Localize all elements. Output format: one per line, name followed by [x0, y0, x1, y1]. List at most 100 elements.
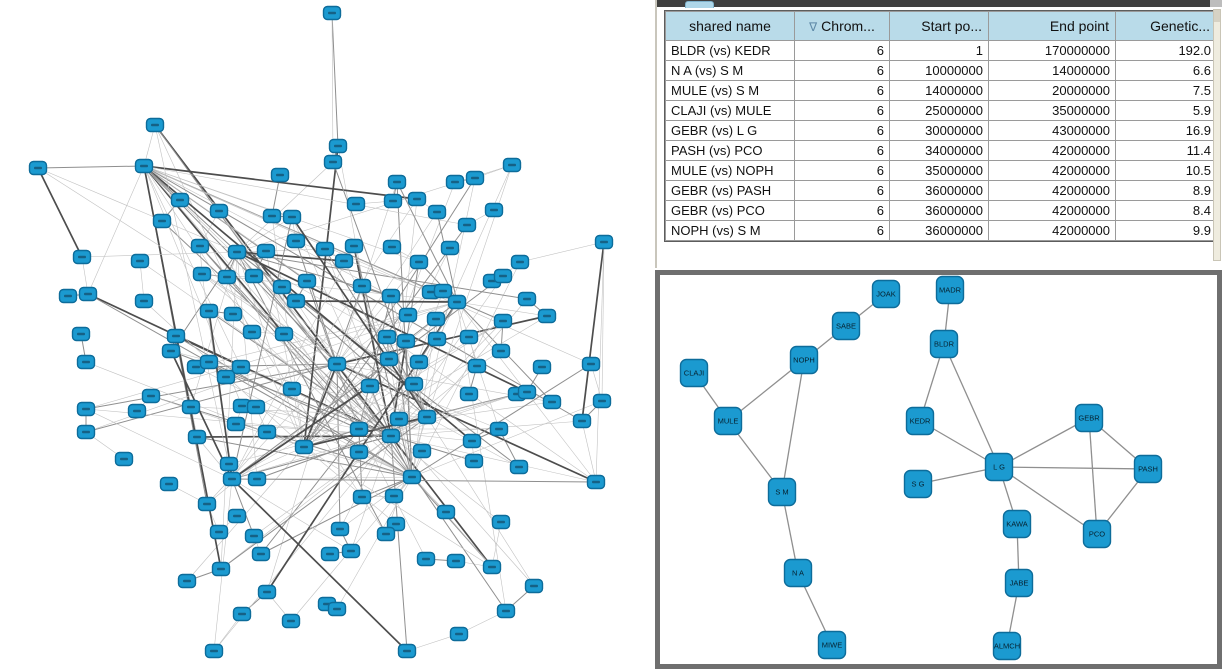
node-pash[interactable]	[1133, 454, 1163, 484]
subnetwork-graph[interactable]: JOAK MADR SABE BLDR NOPH CLAJI MULE KEDR GEBR L G…	[660, 275, 1217, 664]
table-cell[interactable]: BLDR (vs) KEDR	[666, 41, 794, 60]
node-almch[interactable]	[992, 631, 1022, 661]
table-cell[interactable]: 35000000	[989, 101, 1115, 120]
node-bldr[interactable]	[929, 329, 959, 359]
table-cell[interactable]: 42000000	[989, 201, 1115, 220]
node-claji[interactable]	[679, 358, 709, 388]
table-row[interactable]: MULE (vs) S M 6 14000000 20000000 7.5	[666, 81, 1216, 100]
table-cell[interactable]: 25000000	[890, 101, 988, 120]
table-cell[interactable]: 7.5	[1116, 81, 1216, 100]
table-cell[interactable]: 6	[795, 181, 889, 200]
table-cell[interactable]: MULE (vs) NOPH	[666, 161, 794, 180]
table-cell[interactable]: 42000000	[989, 181, 1115, 200]
table-row[interactable]: GEBR (vs) L G 6 30000000 43000000 16.9	[666, 121, 1216, 140]
table-row[interactable]: N A (vs) S M 6 10000000 14000000 6.6	[666, 61, 1216, 80]
table-cell[interactable]: 6	[795, 201, 889, 220]
table-cell[interactable]: 36000000	[890, 181, 988, 200]
table-cell[interactable]: 6	[795, 101, 889, 120]
table-cell[interactable]: 42000000	[989, 141, 1115, 160]
node-s-g[interactable]	[903, 469, 933, 499]
node-noph[interactable]	[789, 345, 819, 375]
table-cell[interactable]: 14000000	[989, 61, 1115, 80]
node-label-smudge	[442, 510, 450, 514]
table-row[interactable]: PASH (vs) PCO 6 34000000 42000000 11.4	[666, 141, 1216, 160]
table-cell[interactable]: 6	[795, 221, 889, 240]
panel-tab[interactable]	[685, 1, 714, 8]
node-label-smudge	[410, 382, 418, 386]
table-cell[interactable]: 6.6	[1116, 61, 1216, 80]
table-cell[interactable]: CLAJI (vs) MULE	[666, 101, 794, 120]
dense-network-graph[interactable]	[0, 0, 655, 669]
table-row[interactable]: GEBR (vs) PASH 6 36000000 42000000 8.9	[666, 181, 1216, 200]
table-cell[interactable]: 6	[795, 41, 889, 60]
node-label-smudge	[183, 579, 191, 583]
node-madr[interactable]	[935, 275, 965, 305]
network-edge	[190, 406, 428, 418]
table-cell[interactable]: PASH (vs) PCO	[666, 141, 794, 160]
table-row[interactable]: NOPH (vs) S M 6 36000000 42000000 9.9	[666, 221, 1216, 240]
node-sabe[interactable]	[831, 311, 861, 341]
table-cell[interactable]: 35000000	[890, 161, 988, 180]
main-network-view[interactable]	[0, 0, 655, 669]
table-cell[interactable]: 1	[890, 41, 988, 60]
table-cell[interactable]: 20000000	[989, 81, 1115, 100]
node-miwe[interactable]	[817, 630, 847, 660]
table-cell[interactable]: GEBR (vs) PCO	[666, 201, 794, 220]
table-cell[interactable]: 6	[795, 161, 889, 180]
table-cell[interactable]: 8.9	[1116, 181, 1216, 200]
table-cell[interactable]: 30000000	[890, 121, 988, 140]
filter-icon[interactable]: ∇	[809, 20, 818, 34]
table-header-cell[interactable]: End point	[989, 12, 1115, 40]
network-edge	[236, 251, 388, 338]
table-cell[interactable]: 170000000	[989, 41, 1115, 60]
node-l-g[interactable]	[984, 452, 1014, 482]
table-header-cell[interactable]: Start po...	[890, 12, 988, 40]
node-s-m[interactable]	[767, 477, 797, 507]
node-label-smudge	[433, 210, 441, 214]
table-cell[interactable]: 5.9	[1116, 101, 1216, 120]
table-cell[interactable]: N A (vs) S M	[666, 61, 794, 80]
node-label-smudge	[578, 419, 586, 423]
node-mule[interactable]	[713, 406, 743, 436]
table-cell[interactable]: 9.9	[1116, 221, 1216, 240]
table-cell[interactable]: 36000000	[890, 221, 988, 240]
table-scrollbar[interactable]	[1213, 9, 1221, 261]
table-row[interactable]: MULE (vs) NOPH 6 35000000 42000000 10.5	[666, 161, 1216, 180]
table-cell[interactable]: 34000000	[890, 141, 988, 160]
node-pco[interactable]	[1082, 519, 1112, 549]
table-cell[interactable]: 192.0	[1116, 41, 1216, 60]
table-cell[interactable]: GEBR (vs) PASH	[666, 181, 794, 200]
table-header-cell[interactable]: ∇ Chrom...	[795, 12, 889, 40]
table-cell[interactable]: 36000000	[890, 201, 988, 220]
table-header-cell[interactable]: shared name	[666, 12, 794, 40]
table-cell[interactable]: GEBR (vs) L G	[666, 121, 794, 140]
network-edge	[411, 261, 521, 478]
table-cell[interactable]: 10.5	[1116, 161, 1216, 180]
table-cell[interactable]: 8.4	[1116, 201, 1216, 220]
table-cell[interactable]: 6	[795, 61, 889, 80]
network-edge	[154, 124, 392, 437]
table-cell[interactable]: 6	[795, 121, 889, 140]
table-row[interactable]: BLDR (vs) KEDR 6 1 170000000 192.0	[666, 41, 1216, 60]
table-cell[interactable]: 6	[795, 141, 889, 160]
node-joak[interactable]	[871, 279, 901, 309]
node-gebr[interactable]	[1074, 403, 1104, 433]
table-cell[interactable]: 11.4	[1116, 141, 1216, 160]
table-cell[interactable]: MULE (vs) S M	[666, 81, 794, 100]
table-cell[interactable]: 14000000	[890, 81, 988, 100]
table-row[interactable]: CLAJI (vs) MULE 6 25000000 35000000 5.9	[666, 101, 1216, 120]
table-cell[interactable]: 16.9	[1116, 121, 1216, 140]
table-cell[interactable]: 42000000	[989, 221, 1115, 240]
node-jabe[interactable]	[1004, 568, 1034, 598]
table-row[interactable]: GEBR (vs) PCO 6 36000000 42000000 8.4	[666, 201, 1216, 220]
table-scrollbar-thumb[interactable]	[1214, 10, 1220, 22]
table-cell[interactable]: 6	[795, 81, 889, 100]
table-cell[interactable]: 43000000	[989, 121, 1115, 140]
table-cell[interactable]: 10000000	[890, 61, 988, 80]
table-cell[interactable]: 42000000	[989, 161, 1115, 180]
node-kawa[interactable]	[1002, 509, 1032, 539]
node-kedr[interactable]	[905, 406, 935, 436]
table-header-cell[interactable]: Genetic...	[1116, 12, 1216, 40]
table-cell[interactable]: NOPH (vs) S M	[666, 221, 794, 240]
node-n-a[interactable]	[783, 558, 813, 588]
